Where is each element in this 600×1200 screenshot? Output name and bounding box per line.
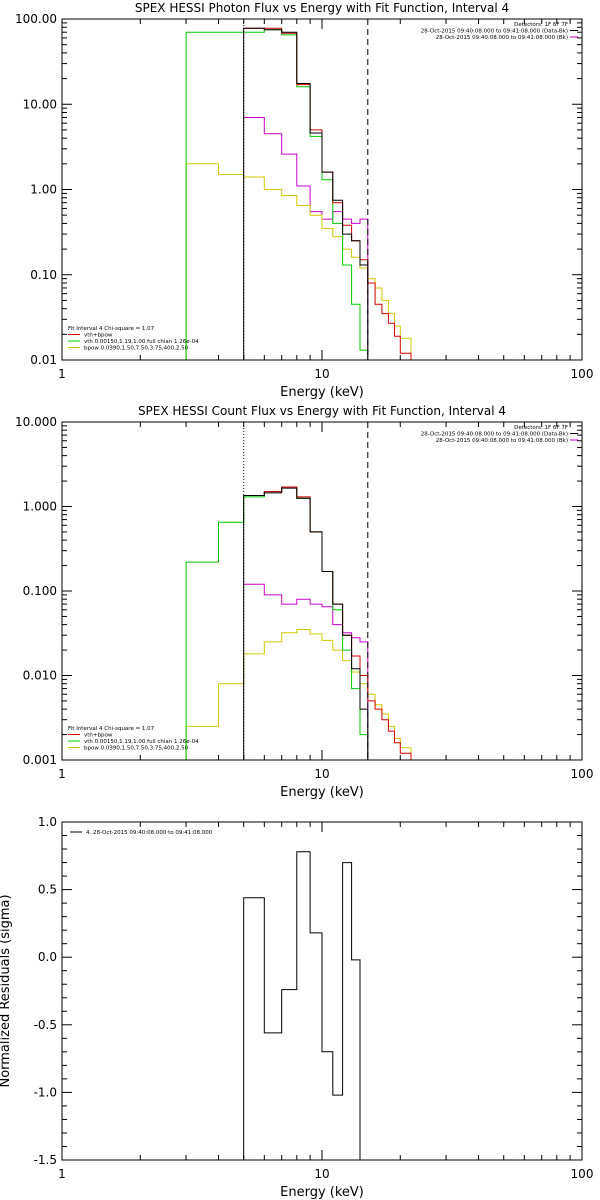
y-tick-label: -1.5 xyxy=(34,1153,57,1167)
y-tick-label: 10.00 xyxy=(23,97,57,111)
info-text: Detectors: 1F 6F 7F xyxy=(514,425,568,431)
plot-panel-1: SPEX HESSI Photon Flux vs Energy with Fi… xyxy=(15,1,593,400)
series-bpow-step-line xyxy=(185,629,426,760)
y-tick-label: 0.001 xyxy=(23,753,57,767)
x-axis-label: Energy (keV) xyxy=(280,1185,364,1200)
x-axis-label: Energy (keV) xyxy=(280,385,364,400)
plot-area xyxy=(243,851,368,1160)
chart-title: SPEX HESSI Count Flux vs Energy with Fit… xyxy=(138,404,506,418)
plot-frame xyxy=(61,821,583,1161)
legend-entry: 4. 28-Oct-2015 09:40:08.000 to 09:41:08.… xyxy=(86,830,213,836)
plot-panel-2: SPEX HESSI Count Flux vs Energy with Fit… xyxy=(15,404,593,800)
series-bk-step-line xyxy=(243,117,369,360)
x-tick-label: 1 xyxy=(58,1167,66,1181)
series-vth-step-line xyxy=(185,29,369,360)
legend-entry: vth 0.00150,1.19,1.00 full chian 1.26e-0… xyxy=(84,339,199,345)
series-model-step-line xyxy=(243,27,412,360)
series-bpow-step-line xyxy=(185,163,412,360)
legend-entry: Fit Interval 4 Chi-square = 1.07 xyxy=(68,326,155,332)
y-tick-label: 100.00 xyxy=(15,12,57,26)
legend-entry: vth 0.00150,1.19,1.00 full chian 1.26e-0… xyxy=(84,739,199,745)
series-model-step-line xyxy=(243,486,412,760)
series-residual-step-line xyxy=(243,851,368,1160)
y-tick-label: 0.01 xyxy=(30,353,57,367)
x-tick-label: 100 xyxy=(571,1167,594,1181)
y-tick-label: 0.010 xyxy=(23,669,57,683)
x-tick-label: 1 xyxy=(58,767,66,781)
legend-entry: vth+bpow xyxy=(84,733,113,739)
chart-title: SPEX HESSI Photon Flux vs Energy with Fi… xyxy=(135,1,509,15)
series-total-step-line xyxy=(243,487,369,760)
legend-entry: bpow 0.0390,1.50,7.50,3.75,400,2.50 xyxy=(84,346,189,352)
plot-frame xyxy=(61,421,583,761)
y-tick-label: 1.000 xyxy=(23,500,57,514)
plot-area xyxy=(185,27,412,360)
y-tick-label: 0.100 xyxy=(23,584,57,598)
x-tick-label: 100 xyxy=(571,767,594,781)
y-tick-label: 0.5 xyxy=(38,883,57,897)
legend-entry: bpow 0.0390,1.50,7.50,3.75,400,2.50 xyxy=(84,746,189,752)
x-tick-label: 100 xyxy=(571,367,594,381)
y-tick-label: 0.0 xyxy=(38,950,57,964)
y-axis-label: Normalized Residuals (sigma) xyxy=(0,894,13,1087)
x-tick-label: 10 xyxy=(314,367,329,381)
plot-area xyxy=(185,486,426,760)
info-text: 28-Oct-2015 09:40:08.000 to 09:41:08.000… xyxy=(421,29,568,35)
info-text: Detectors: 1F 6F 7F xyxy=(514,22,568,28)
y-tick-label: 1.0 xyxy=(38,815,57,829)
y-tick-label: 0.10 xyxy=(30,268,57,282)
series-bk-step-line xyxy=(243,583,369,760)
x-tick-label: 10 xyxy=(314,1167,329,1181)
info-text: 28-Oct-2015 09:40:08.000 to 09:41:08.000… xyxy=(421,432,568,438)
x-tick-label: 10 xyxy=(314,767,329,781)
x-tick-label: 1 xyxy=(58,367,66,381)
y-tick-label: -0.5 xyxy=(34,1018,57,1032)
series-total-step-line xyxy=(243,27,369,360)
y-tick-label: -1.0 xyxy=(34,1085,57,1099)
plot-panel-3: 1 10 100 -1.5 -1.0 -0.5 0.0 0.5 1.0 Energy (keV) N… xyxy=(0,815,593,1200)
legend-entry: vth+bpow xyxy=(84,333,113,339)
x-axis-label: Energy (keV) xyxy=(280,785,364,800)
legend-entry: Fit Interval 4 Chi-square = 1.07 xyxy=(68,726,155,732)
y-tick-label: 10.000 xyxy=(15,415,57,429)
y-tick-label: 1.00 xyxy=(30,183,57,197)
info-text: 28-Oct-2015 09:40:08.000 to 09:41:08.000… xyxy=(436,35,568,41)
info-text: 28-Oct-2015 09:40:08.000 to 09:41:08.000… xyxy=(436,438,568,444)
plot-frame xyxy=(61,18,583,361)
